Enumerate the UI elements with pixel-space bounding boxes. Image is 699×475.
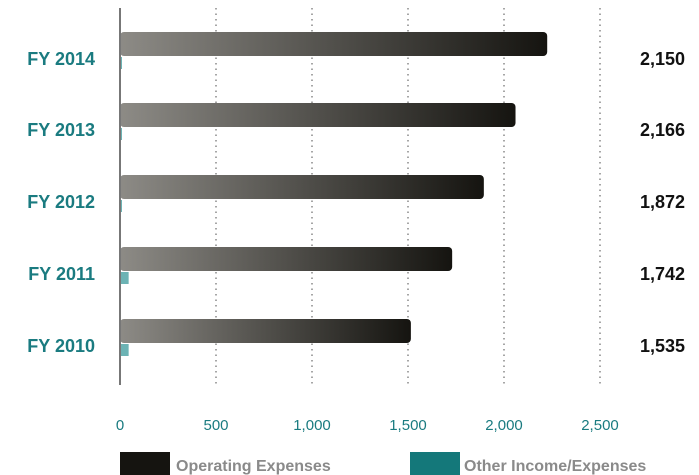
total-value-label: 1,535 bbox=[640, 336, 685, 356]
category-label: FY 2010 bbox=[27, 336, 95, 356]
total-value-label: 2,150 bbox=[640, 49, 685, 69]
legend-swatch-operating bbox=[120, 452, 170, 475]
operating-expenses-bar bbox=[120, 247, 453, 271]
legend-label-other: Other Income/Expenses bbox=[464, 458, 646, 475]
legend-label-operating: Operating Expenses bbox=[176, 458, 331, 475]
x-tick-label: 1,500 bbox=[389, 417, 427, 434]
labels: FY 2014 2,150 FY 2013 2,166 FY 2012 1,872 FY 2… bbox=[27, 49, 685, 434]
category-label: FY 2012 bbox=[27, 192, 95, 212]
x-tick-label: 2,500 bbox=[581, 417, 619, 434]
x-tick-label: 1,000 bbox=[293, 417, 331, 434]
operating-expenses-bar bbox=[120, 319, 411, 343]
x-tick-label: 500 bbox=[203, 417, 228, 434]
other-income-bar bbox=[120, 344, 129, 356]
legend-swatch-other bbox=[410, 452, 460, 475]
legend: Operating Expenses Other Income/Expenses bbox=[120, 452, 646, 475]
operating-expenses-bar bbox=[120, 103, 516, 127]
operating-expenses-bar bbox=[120, 32, 548, 56]
other-income-bar bbox=[120, 272, 129, 284]
x-tick-label: 0 bbox=[116, 417, 124, 434]
category-label: FY 2011 bbox=[28, 264, 95, 284]
total-value-label: 1,872 bbox=[640, 192, 685, 212]
total-value-label: 2,166 bbox=[640, 120, 685, 140]
bars bbox=[120, 32, 548, 356]
total-value-label: 1,742 bbox=[640, 264, 685, 284]
operating-expenses-bar bbox=[120, 175, 484, 199]
x-tick-label: 2,000 bbox=[485, 417, 523, 434]
category-label: FY 2013 bbox=[27, 120, 95, 140]
category-label: FY 2014 bbox=[27, 49, 95, 69]
